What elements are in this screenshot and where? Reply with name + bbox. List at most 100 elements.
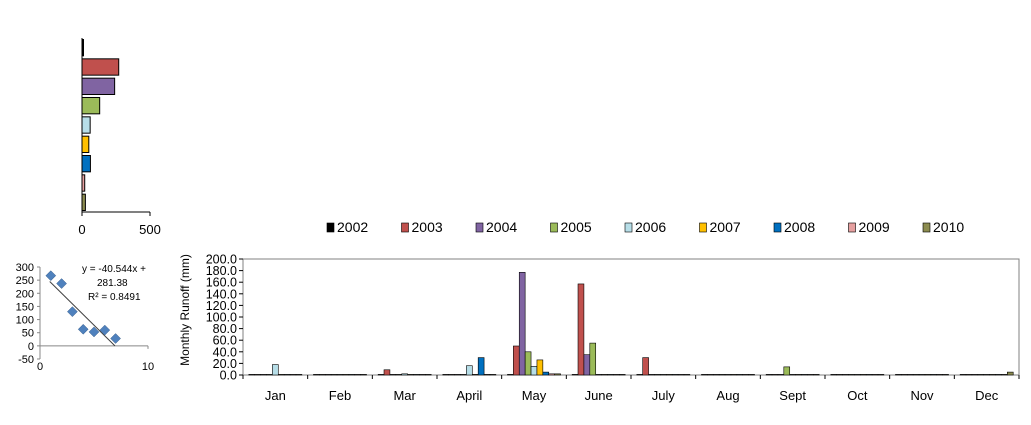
legend-swatch-2003 bbox=[401, 222, 409, 233]
scatter-point bbox=[67, 306, 78, 318]
bar-2007-April bbox=[471, 374, 479, 376]
hbar-bar-2008 bbox=[81, 155, 91, 173]
y-tick-label: 140.0 bbox=[206, 287, 237, 301]
bar-2009-Aug bbox=[742, 374, 749, 376]
legend-label-2008: 2008 bbox=[784, 219, 815, 235]
bar-2007-Jan bbox=[277, 374, 285, 376]
bar-2004-April bbox=[454, 374, 461, 376]
y-tick-label: 80.0 bbox=[213, 322, 237, 336]
bar-2005-June bbox=[589, 342, 597, 376]
bar-2004-May bbox=[518, 272, 526, 376]
bar-2006-Sept bbox=[789, 374, 796, 376]
bar-2005-Dec bbox=[977, 374, 985, 376]
legend-label-2002: 2002 bbox=[337, 219, 368, 235]
bar-2004-July bbox=[648, 374, 655, 376]
horizontal-bar-chart: 0 500 bbox=[78, 38, 161, 237]
scatter-x-tick-label: 10 bbox=[142, 361, 154, 373]
scatter-point bbox=[110, 333, 121, 344]
bar-2009-Mar bbox=[419, 374, 426, 376]
y-tick-label: 200.0 bbox=[206, 253, 237, 267]
bar-2006-Mar bbox=[401, 373, 408, 376]
y-tick-label: 120.0 bbox=[206, 299, 237, 313]
bar-2006-May bbox=[530, 365, 538, 376]
bar-2003-May bbox=[513, 345, 520, 376]
bar-2008-Oct bbox=[865, 374, 873, 376]
bar-2004-Feb bbox=[324, 374, 332, 376]
bar-2008-Jan bbox=[283, 374, 291, 376]
bar-2008-Feb bbox=[348, 374, 356, 376]
x-tick-label-April: April bbox=[456, 388, 482, 403]
bar-2009-Nov bbox=[936, 374, 943, 376]
bar-2006-April bbox=[466, 365, 473, 376]
bar-2005-Jan bbox=[266, 374, 273, 376]
bar-2006-Jan bbox=[272, 364, 279, 376]
bar-2006-June bbox=[595, 374, 602, 376]
y-tick-label: 20.0 bbox=[213, 357, 237, 371]
bar-2010-Sept bbox=[813, 374, 820, 376]
bar-2008-Dec bbox=[995, 374, 1002, 376]
bar-2004-Mar bbox=[389, 374, 397, 376]
bar-2008-July bbox=[671, 374, 679, 376]
monthly-runoff-chart: Monthly Runoff (mm) 0.020.040.060.080.01… bbox=[178, 253, 1020, 403]
legend-swatch-2002 bbox=[326, 222, 335, 233]
scatter-point bbox=[88, 326, 100, 338]
hbar-bar-2003 bbox=[81, 58, 120, 76]
bar-2002-Jan bbox=[248, 374, 255, 376]
bar-2007-Aug bbox=[730, 374, 738, 376]
y-tick-label: 60.0 bbox=[213, 334, 237, 348]
x-tick-label-Nov: Nov bbox=[910, 388, 934, 403]
scatter-trendline bbox=[49, 281, 116, 347]
scatter-point bbox=[56, 278, 67, 289]
bar-2004-Oct bbox=[842, 374, 849, 376]
hbar-bar-2004 bbox=[81, 77, 116, 95]
x-tick-label-May: May bbox=[522, 388, 547, 403]
bar-2005-Oct bbox=[848, 374, 855, 376]
bar-2009-Feb bbox=[354, 374, 361, 376]
bar-2003-June bbox=[577, 283, 585, 376]
bar-2003-Mar bbox=[383, 369, 391, 376]
bar-2006-Dec bbox=[983, 374, 990, 376]
bar-2005-April bbox=[460, 374, 467, 376]
legend-label-2009: 2009 bbox=[859, 219, 890, 235]
legend-swatch-2008 bbox=[773, 222, 782, 233]
legend-label-2004: 2004 bbox=[486, 219, 517, 235]
bar-2002-Feb bbox=[313, 374, 320, 376]
bar-2009-July bbox=[677, 374, 685, 376]
bar-2008-June bbox=[607, 374, 614, 376]
hbar-bar-2010 bbox=[81, 193, 86, 212]
x-tick-label-Mar: Mar bbox=[393, 388, 416, 403]
y-tick-label: 100.0 bbox=[206, 311, 237, 325]
scatter-y-tick-label: 200 bbox=[16, 288, 34, 300]
bar-2003-Feb bbox=[319, 374, 326, 376]
bar-2004-Sept bbox=[777, 374, 785, 376]
scatter-annotation-line-2: 281.38 bbox=[97, 278, 128, 289]
bar-2007-Nov bbox=[924, 374, 932, 376]
bar-2002-Mar bbox=[377, 374, 385, 376]
bar-2004-Nov bbox=[906, 374, 914, 376]
y-tick-label: 0.0 bbox=[220, 369, 237, 383]
legend: 2002 2003 2004 2005 2006 2007 2008 2009 2010 bbox=[326, 219, 964, 235]
bar-2004-June bbox=[583, 354, 591, 376]
scatter-x-tick-label: 0 bbox=[37, 361, 43, 373]
scatter-point bbox=[45, 270, 57, 282]
bar-2007-Sept bbox=[795, 374, 802, 376]
bar-2008-Nov bbox=[930, 374, 938, 376]
bar-2010-April bbox=[489, 374, 497, 376]
bar-2010-Feb bbox=[360, 374, 367, 376]
bar-2006-July bbox=[660, 374, 667, 376]
bar-2009-Dec bbox=[1001, 374, 1008, 376]
bar-2006-Nov bbox=[918, 374, 926, 376]
scatter-annotation-line-3: R² = 0.8491 bbox=[88, 292, 141, 303]
hbar-x-tick-label: 500 bbox=[139, 222, 161, 237]
bar-2010-July bbox=[683, 374, 691, 376]
bar-2005-July bbox=[654, 374, 661, 376]
scatter-y-tick-label: 250 bbox=[16, 275, 34, 287]
y-tick-label: 160.0 bbox=[206, 276, 237, 290]
bar-2005-Mar bbox=[395, 374, 403, 376]
bar-2010-Oct bbox=[877, 374, 885, 376]
scatter-y-tick-label: 150 bbox=[16, 301, 34, 313]
bar-2009-Jan bbox=[289, 374, 297, 376]
bar-2003-Nov bbox=[901, 374, 908, 376]
bar-2002-Sept bbox=[765, 374, 773, 376]
